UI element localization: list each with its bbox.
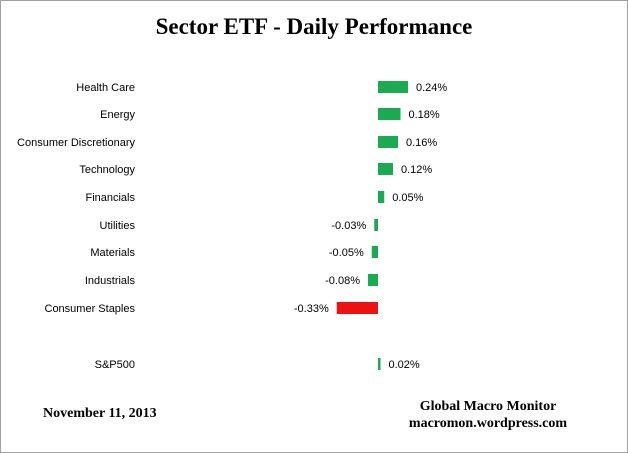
category-label: Consumer Staples [45, 303, 136, 315]
bars-layer: Health Care 0.24% Energy 0.18% Consumer Disc… [17, 81, 447, 371]
category-label: Materials [90, 247, 135, 259]
bar [378, 136, 398, 148]
value-label: -0.33% [294, 303, 329, 315]
category-label: Technology [79, 164, 135, 176]
bar [336, 302, 378, 314]
bar [378, 358, 381, 370]
bar [368, 274, 378, 286]
value-label: 0.05% [392, 192, 423, 204]
value-label: 0.12% [401, 164, 432, 176]
category-label: Utilities [100, 220, 136, 232]
bar [378, 81, 408, 93]
bar [378, 191, 385, 203]
category-label: Health Care [76, 82, 135, 94]
value-label: -0.08% [325, 275, 360, 287]
category-label: Energy [100, 109, 135, 121]
source-url: macromon.wordpress.com [409, 416, 567, 431]
category-label: S&P500 [95, 359, 135, 371]
bar [378, 163, 393, 175]
value-label: 0.02% [389, 359, 420, 371]
bar [371, 246, 378, 258]
value-label: -0.03% [331, 220, 366, 232]
value-label: 0.18% [409, 109, 440, 121]
category-label: Industrials [85, 275, 136, 287]
bar [374, 219, 378, 231]
value-label: 0.16% [406, 137, 437, 149]
source-name: Global Macro Monitor [420, 399, 557, 414]
bar [378, 108, 401, 120]
category-label: Consumer Discretionary [17, 137, 135, 149]
value-label: -0.05% [329, 247, 364, 259]
category-label: Financials [85, 192, 135, 204]
date-label: November 11, 2013 [43, 406, 157, 421]
value-label: 0.24% [416, 82, 447, 94]
chart-title: Sector ETF - Daily Performance [156, 14, 473, 39]
